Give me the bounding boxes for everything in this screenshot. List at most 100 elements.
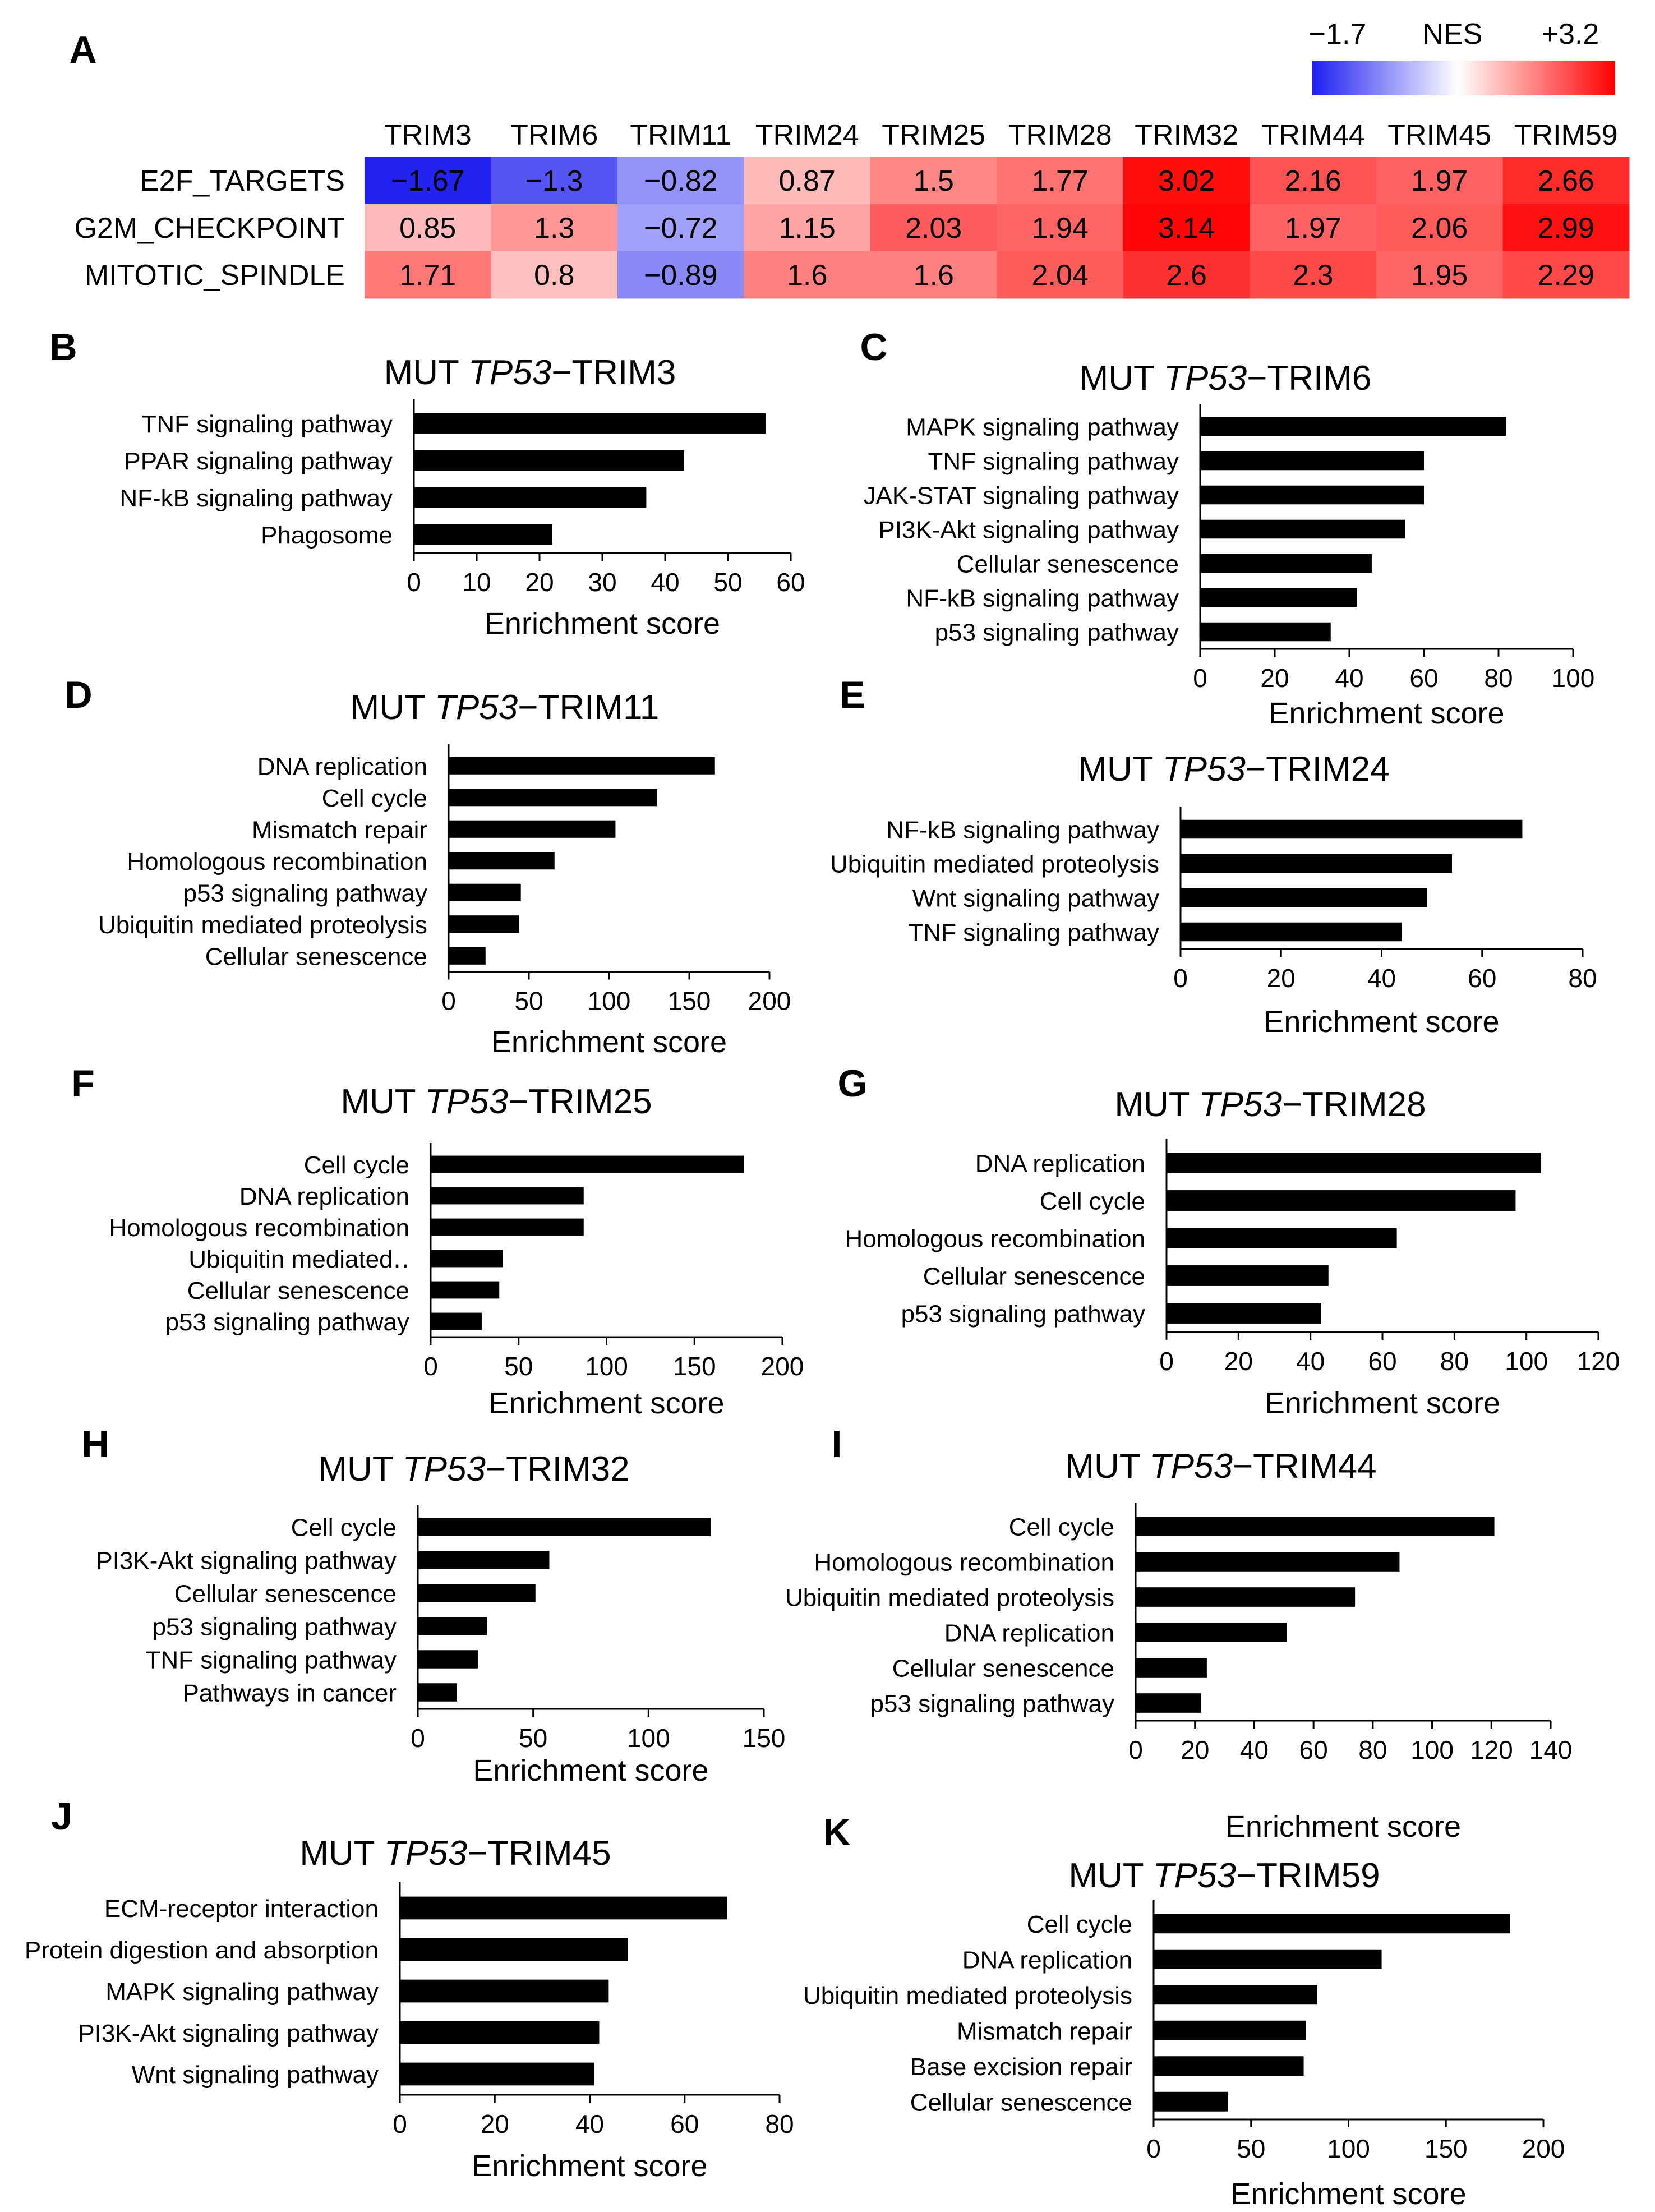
chart-title: MUT TP53−TRIM32 (318, 1450, 629, 1489)
panel-label-h: H (81, 1423, 109, 1466)
heatmap-cell (1250, 204, 1377, 252)
heatmap-cell (1502, 204, 1630, 252)
heatmap-cell (870, 204, 997, 252)
bar (1167, 1228, 1397, 1248)
x-tick-label: 20 (525, 568, 554, 597)
category-label: MAPK signaling pathway (906, 414, 1179, 441)
title-gene: TP53 (1153, 1856, 1236, 1895)
category-label: Mismatch repair (252, 816, 427, 844)
category-label: Ubiquitin mediated‥ (188, 1246, 409, 1273)
x-tick-label: 60 (1368, 1347, 1396, 1376)
panel-label-j: J (51, 1795, 72, 1838)
legend-title: NES (1423, 18, 1483, 50)
panel-label-c: C (860, 326, 887, 368)
chart-title: MUT TP53−TRIM45 (299, 1834, 611, 1873)
x-tick-label: 80 (765, 2109, 794, 2139)
x-tick-label: 50 (519, 1723, 547, 1753)
x-tick-label: 100 (627, 1723, 670, 1753)
title-prefix: MUT (299, 1834, 384, 1873)
column-label: TRIM6 (510, 119, 598, 151)
category-label: DNA replication (944, 1620, 1114, 1647)
x-tick-label: 0 (393, 2109, 407, 2139)
title-gene: TP53 (1164, 359, 1247, 398)
title-prefix: MUT (1065, 1447, 1149, 1486)
cell-value: 2.29 (1538, 259, 1594, 292)
bar (418, 1518, 711, 1536)
category-label: Cellular senescence (910, 2089, 1132, 2116)
heatmap-cell (617, 251, 744, 299)
chart-title: MUT TP53−TRIM28 (1114, 1085, 1426, 1124)
bar (1136, 1693, 1201, 1713)
x-tick-label: 80 (1568, 964, 1597, 993)
category-label: DNA replication (257, 753, 427, 780)
bar (418, 1617, 487, 1635)
cell-value: 2.6 (1167, 259, 1207, 292)
category-label: Homologous recombination (814, 1549, 1114, 1577)
x-tick-label: 0 (1193, 663, 1207, 693)
title-prefix: MUT (1068, 1856, 1152, 1895)
bar (418, 1584, 536, 1602)
category-label: TNF signaling pathway (145, 1647, 397, 1674)
heatmap-cell (491, 251, 618, 299)
x-tick-label: 60 (670, 2109, 699, 2139)
x-tick-label: 140 (1529, 1735, 1573, 1764)
category-label: Cell cycle (291, 1514, 397, 1542)
category-label: NF-kB signaling pathway (906, 585, 1179, 612)
x-tick-label: 20 (1260, 663, 1289, 693)
x-tick-label: 0 (441, 987, 456, 1016)
cell-value: −0.72 (644, 212, 718, 245)
x-tick-label: 100 (1327, 2134, 1370, 2163)
title-prefix: MUT (351, 688, 435, 727)
bar (1200, 519, 1405, 539)
x-tick-label: 150 (668, 987, 711, 1016)
category-label: p53 signaling pathway (165, 1308, 409, 1336)
chart-title: MUT TP53−TRIM44 (1065, 1447, 1376, 1486)
heatmap-cell (744, 251, 871, 299)
title-prefix: MUT (1080, 359, 1164, 398)
bar-chart-panel-f: F MUT TP53−TRIM25 0 50 100 150 200 Cell cycle DN… (71, 1062, 804, 1420)
bar (431, 1250, 503, 1268)
heatmap-cell (491, 204, 618, 252)
cell-value: 0.85 (399, 212, 456, 245)
x-axis-label: Enrichment score (1225, 1810, 1461, 1844)
bar (400, 1938, 628, 1961)
bar (418, 1683, 457, 1702)
bar (414, 450, 684, 471)
x-tick-label: 50 (713, 568, 742, 597)
category-label: Cell cycle (1040, 1188, 1145, 1215)
x-tick-label: 40 (1367, 964, 1396, 993)
category-label: Cell cycle (1009, 1514, 1114, 1541)
bar (1181, 819, 1523, 839)
column-label: TRIM45 (1387, 119, 1491, 151)
category-label: p53 signaling pathway (183, 879, 427, 907)
column-label: TRIM11 (630, 119, 731, 151)
cell-value: −0.82 (644, 165, 718, 197)
heatmap-cell (870, 157, 997, 205)
bar-chart-panel-j: J MUT TP53−TRIM45 0 20 40 60 80 ECM-receptor in… (25, 1795, 794, 2183)
title-gene: TP53 (1163, 750, 1246, 789)
bar (1167, 1190, 1516, 1211)
heatmap-cell (491, 157, 618, 205)
cell-value: 0.8 (534, 259, 574, 292)
cell-value: 2.3 (1293, 259, 1333, 292)
bar (1154, 1914, 1510, 1934)
column-label: TRIM32 (1135, 119, 1238, 151)
category-label: PI3K-Akt signaling pathway (78, 2020, 379, 2047)
bar (400, 2021, 600, 2044)
heatmap-cell (1376, 204, 1503, 252)
cell-value: 1.71 (399, 259, 456, 292)
category-label: DNA replication (239, 1183, 409, 1210)
category-label: Cellular senescence (205, 943, 427, 970)
heatmap-cell (1502, 157, 1630, 205)
cell-value: 3.14 (1158, 212, 1215, 245)
title-gene: TP53 (435, 688, 518, 727)
bar (1136, 1587, 1356, 1607)
x-axis-label: Enrichment score (1265, 1386, 1500, 1420)
title-suffix: −TRIM6 (1247, 359, 1371, 398)
title-prefix: MUT (318, 1450, 402, 1489)
title-gene: TP53 (403, 1450, 486, 1489)
x-tick-label: 50 (514, 987, 543, 1016)
bar (1200, 485, 1424, 505)
title-prefix: MUT (384, 353, 468, 392)
